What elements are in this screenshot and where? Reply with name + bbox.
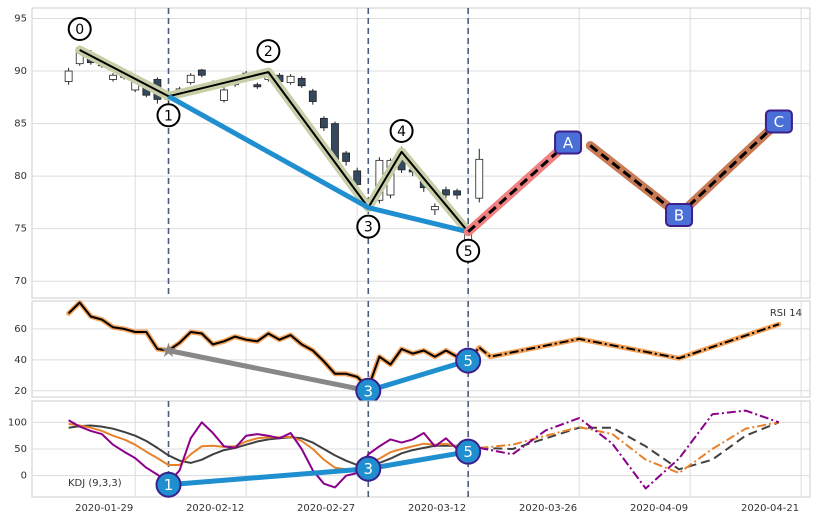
x-tick-label: 2020-02-27 (297, 503, 355, 514)
y-tick-label: 50 (14, 444, 27, 455)
candle-body (109, 74, 117, 80)
candle-body (197, 69, 206, 76)
candle-body (430, 206, 439, 211)
candle-body (297, 77, 306, 87)
pivot-label: 5 (463, 352, 473, 370)
y-tick-label: 85 (14, 119, 27, 130)
plot-frame (31, 7, 811, 299)
candle-body (475, 158, 484, 199)
y-tick-label: 60 (14, 324, 27, 335)
projection-box (665, 202, 694, 227)
candle-body (353, 170, 362, 185)
pivot-star (160, 342, 177, 357)
x-tick-label: 2020-01-29 (75, 503, 133, 514)
projection-label: A (563, 134, 574, 152)
candle-body (342, 152, 350, 162)
y-tick-label: 70 (14, 276, 27, 287)
candle-body (442, 189, 450, 196)
series-line (479, 421, 780, 471)
wave-label-ring (356, 214, 381, 239)
series-line (478, 323, 780, 360)
y-tick-label: 90 (14, 66, 27, 77)
x-tick-label: 2020-04-21 (741, 503, 799, 514)
wave-label: 1 (164, 108, 173, 124)
wave-label-ring (456, 238, 481, 263)
trend-line (168, 348, 369, 394)
wave-label: 5 (464, 244, 473, 260)
y-tick-label: 95 (14, 14, 27, 25)
candle-body (286, 75, 295, 84)
projection-box (764, 109, 793, 134)
wave-label-ring (67, 17, 92, 42)
panel-label: KDJ (9,3,3) (68, 478, 122, 489)
projection-box (554, 130, 583, 155)
pivot-label: 1 (164, 476, 174, 494)
y-tick-label: 0 (21, 471, 27, 482)
pivot-label: 3 (364, 382, 374, 400)
y-tick-label: 20 (14, 386, 27, 397)
series-line (467, 141, 570, 233)
y-tick-label: 75 (14, 224, 27, 235)
projection-label: C (774, 113, 784, 131)
wave-label-ring (389, 118, 414, 143)
pivot-disc (355, 455, 382, 482)
x-tick-label: 2020-02-12 (186, 503, 244, 514)
wave-label: 0 (75, 22, 84, 38)
pivot-disc (455, 347, 482, 374)
y-tick-label: 40 (14, 355, 27, 366)
projection-label: B (674, 206, 684, 224)
panel-label: RSI 14 (770, 308, 802, 319)
wave-label-ring (256, 39, 281, 64)
y-tick-label: 80 (14, 171, 27, 182)
x-tick-label: 2020-04-09 (630, 503, 688, 514)
wave-label: 4 (397, 124, 406, 140)
wave-label: 3 (364, 220, 373, 236)
candle-body (220, 89, 228, 101)
wave-label-ring (156, 103, 181, 128)
candle-body (308, 90, 317, 102)
series-line (67, 301, 481, 389)
candle-body (453, 190, 461, 196)
y-tick-label: 100 (8, 417, 27, 428)
series-line (79, 49, 469, 233)
candle-body (253, 84, 262, 88)
series-line (479, 421, 780, 474)
pivot-label: 3 (364, 460, 374, 478)
wave-label: 2 (264, 44, 273, 60)
x-tick-label: 2020-03-12 (408, 503, 466, 514)
series-line (68, 424, 480, 466)
trend-line (367, 358, 469, 394)
candle-body (186, 74, 195, 84)
pivot-label: 5 (463, 443, 473, 461)
series-line (68, 419, 480, 489)
candle-body (319, 117, 328, 129)
candle-body (64, 70, 73, 82)
x-tick-label: 2020-03-26 (519, 503, 577, 514)
trend-line (167, 94, 469, 235)
series-line (479, 409, 780, 490)
pivot-disc (455, 438, 482, 465)
pivot-disc (155, 471, 182, 498)
